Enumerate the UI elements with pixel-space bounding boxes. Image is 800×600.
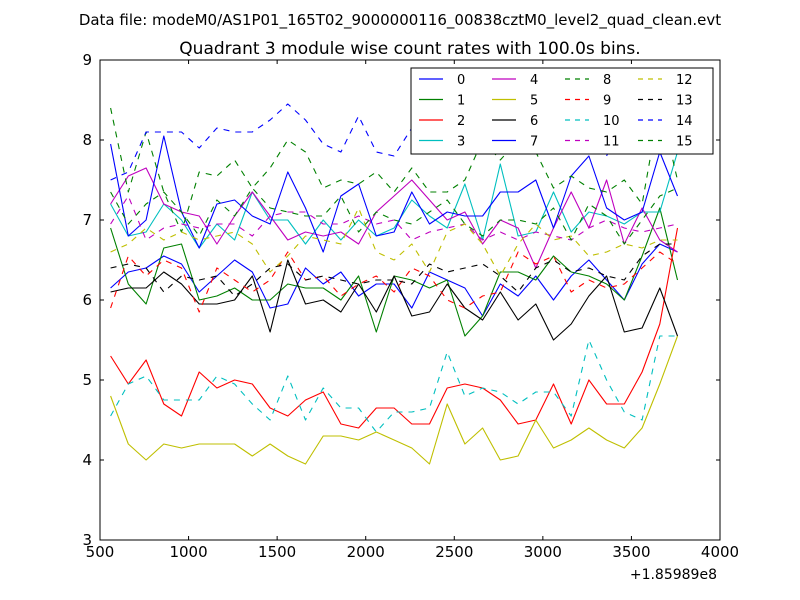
series-line-9 [110, 251, 678, 313]
figure-suptitle: Data file: modeM0/AS1P01_165T02_90000001… [79, 11, 721, 30]
legend-label-15: 15 [676, 135, 693, 150]
legend-label-6: 6 [530, 114, 538, 129]
axis-ticks-group: 500 1000 1500 2000 2500 3000 3500 4000 3 4 5 6 7 8 9 [82, 51, 739, 561]
legend-label-8: 8 [603, 73, 611, 88]
legend-label-9: 9 [603, 94, 611, 109]
x-tick-label: 1500 [258, 543, 296, 561]
y-tick-label: 8 [82, 131, 92, 149]
legend-label-2: 2 [457, 114, 465, 129]
plot-series-group [110, 87, 679, 465]
x-tick-label: 4000 [701, 543, 739, 561]
series-line-12 [110, 207, 678, 277]
legend-label-14: 14 [676, 114, 693, 129]
chart-title: Quadrant 3 module wise count rates with … [179, 39, 640, 59]
series-line-8 [110, 103, 679, 233]
series-line-3 [110, 151, 679, 249]
legend-label-13: 13 [676, 94, 693, 109]
series-line-11 [110, 195, 678, 241]
y-tick-label: 6 [82, 291, 92, 309]
y-tick-label: 4 [82, 451, 92, 469]
legend-label-11: 11 [603, 135, 620, 150]
series-line-14 [110, 87, 678, 181]
x-tick-label: 3000 [524, 543, 562, 561]
x-tick-label: 1000 [169, 543, 207, 561]
series-line-5 [110, 335, 679, 465]
legend-label-5: 5 [530, 94, 538, 109]
x-tick-label: 2000 [347, 543, 385, 561]
x-tick-label: 2500 [435, 543, 473, 561]
series-line-7 [110, 135, 679, 253]
series-line-2 [110, 227, 679, 429]
y-tick-label: 5 [82, 371, 92, 389]
x-axis-offset-label: +1.85989e8 [630, 567, 717, 583]
series-line-0 [110, 243, 678, 317]
legend-label-10: 10 [603, 114, 620, 129]
legend-box [410, 67, 714, 155]
series-line-4 [110, 167, 678, 269]
series-line-6 [110, 259, 679, 341]
y-tick-label: 9 [82, 51, 92, 69]
y-tick-label: 7 [82, 211, 92, 229]
series-line-15 [110, 187, 678, 245]
y-tick-label: 3 [82, 531, 92, 549]
legend-label-1: 1 [457, 94, 465, 109]
legend-label-7: 7 [530, 135, 538, 150]
x-tick-label: 3500 [612, 543, 650, 561]
x-tick-label: 500 [86, 543, 115, 561]
legend-label-3: 3 [457, 135, 465, 150]
legend-label-4: 4 [530, 73, 538, 88]
legend-label-12: 12 [676, 73, 693, 88]
legend-label-0: 0 [457, 73, 465, 88]
